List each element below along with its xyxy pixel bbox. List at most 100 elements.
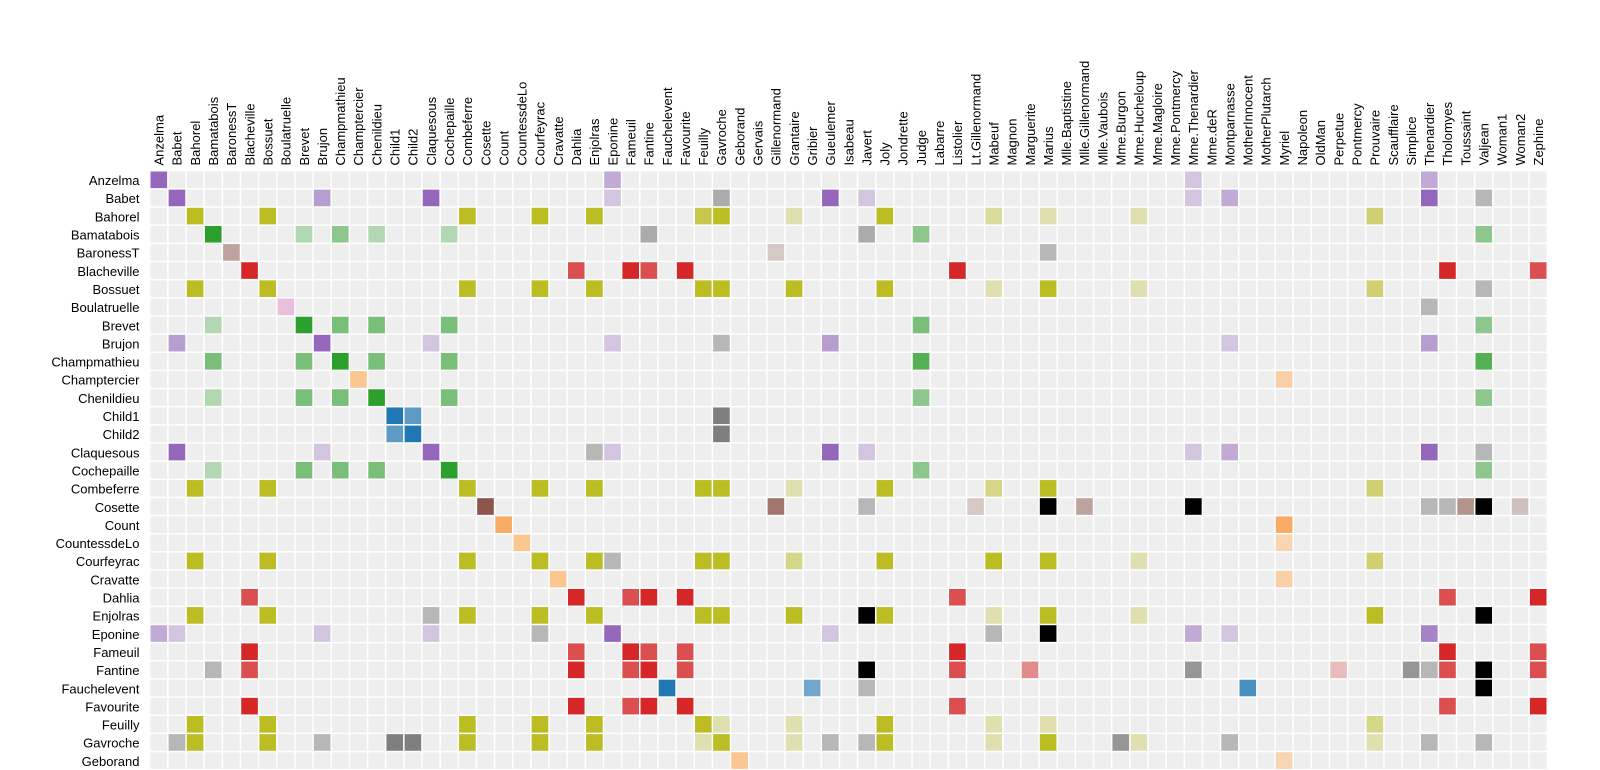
empty-cell xyxy=(949,280,966,297)
empty-cell xyxy=(1076,334,1093,352)
empty-cell xyxy=(1076,534,1093,552)
matrix-cell xyxy=(1366,552,1384,570)
empty-cell xyxy=(1039,353,1057,370)
empty-cell xyxy=(204,207,222,225)
empty-cell xyxy=(386,552,404,570)
empty-cell xyxy=(912,552,930,570)
column-label: Count xyxy=(496,130,511,165)
empty-cell xyxy=(731,643,748,660)
empty-cell xyxy=(731,516,748,533)
empty-cell xyxy=(1203,534,1220,552)
empty-cell xyxy=(676,570,694,588)
empty-cell xyxy=(459,752,476,769)
empty-cell xyxy=(495,498,512,515)
empty-cell xyxy=(1312,752,1329,769)
empty-cell xyxy=(531,334,549,352)
empty-cell xyxy=(1003,225,1021,243)
empty-cell xyxy=(967,461,984,479)
column-label: Geborand xyxy=(732,108,747,166)
empty-cell xyxy=(1511,225,1529,243)
empty-cell xyxy=(1275,552,1293,570)
matrix-cell xyxy=(695,607,712,624)
empty-cell xyxy=(876,171,894,189)
empty-cell xyxy=(1402,280,1420,297)
empty-cell xyxy=(876,534,894,552)
empty-cell xyxy=(350,225,367,243)
empty-cell xyxy=(368,516,385,533)
empty-cell xyxy=(713,171,730,189)
empty-cell xyxy=(495,207,512,225)
empty-cell xyxy=(1094,316,1111,334)
empty-cell xyxy=(1402,498,1420,515)
empty-cell xyxy=(1257,389,1275,406)
empty-cell xyxy=(168,607,186,624)
empty-cell xyxy=(1511,425,1529,443)
empty-cell xyxy=(1003,661,1021,679)
empty-cell xyxy=(1203,516,1220,533)
matrix-cell xyxy=(949,643,966,660)
empty-cell xyxy=(549,334,567,352)
matrix-cell xyxy=(386,734,404,751)
empty-cell xyxy=(350,516,367,533)
matrix-cell xyxy=(713,207,730,225)
matrix-cell xyxy=(259,280,276,297)
row-label: Cochepaille xyxy=(72,464,140,479)
empty-cell xyxy=(912,262,930,279)
empty-cell xyxy=(713,461,730,479)
column-label: Fameuil xyxy=(624,119,639,165)
empty-cell xyxy=(477,189,494,207)
empty-cell xyxy=(1384,752,1402,769)
empty-cell xyxy=(350,752,367,769)
column-label: BaronessT xyxy=(224,103,239,166)
empty-cell xyxy=(749,461,767,479)
empty-cell xyxy=(477,480,494,497)
empty-cell xyxy=(930,171,948,189)
empty-cell xyxy=(840,552,857,570)
empty-cell xyxy=(658,171,676,189)
empty-cell xyxy=(1166,679,1184,697)
empty-cell xyxy=(204,425,222,443)
matrix-cell xyxy=(985,734,1002,751)
empty-cell xyxy=(803,225,821,243)
empty-cell xyxy=(150,643,168,660)
empty-cell xyxy=(713,353,730,370)
empty-cell xyxy=(731,443,748,461)
empty-cell xyxy=(1384,353,1402,370)
empty-cell xyxy=(1130,697,1148,715)
empty-cell xyxy=(767,225,785,243)
empty-cell xyxy=(1185,244,1202,261)
empty-cell xyxy=(731,498,748,515)
empty-cell xyxy=(513,443,531,461)
empty-cell xyxy=(277,697,295,715)
empty-cell xyxy=(912,679,930,697)
empty-cell xyxy=(332,643,349,660)
empty-cell xyxy=(676,353,694,370)
empty-cell xyxy=(277,371,295,388)
empty-cell xyxy=(1112,407,1130,425)
empty-cell xyxy=(1257,353,1275,370)
empty-cell xyxy=(1275,425,1293,443)
empty-cell xyxy=(1003,643,1021,660)
empty-cell xyxy=(204,516,222,533)
empty-cell xyxy=(930,461,948,479)
empty-cell xyxy=(567,498,585,515)
row-label: Champtercier xyxy=(61,373,140,388)
matrix-cell xyxy=(531,625,549,642)
empty-cell xyxy=(1021,334,1039,352)
empty-cell xyxy=(513,516,531,533)
empty-cell xyxy=(404,262,422,279)
matrix-cell xyxy=(1529,643,1547,660)
matrix-cell xyxy=(1221,189,1238,207)
empty-cell xyxy=(749,207,767,225)
empty-cell xyxy=(1094,570,1111,588)
empty-cell xyxy=(1185,461,1202,479)
empty-cell xyxy=(658,697,676,715)
matrix-cell xyxy=(1475,498,1493,515)
empty-cell xyxy=(459,298,476,316)
empty-cell xyxy=(803,498,821,515)
empty-cell xyxy=(1076,752,1093,769)
column-label: Grantaire xyxy=(787,111,802,165)
matrix-cell xyxy=(949,697,966,715)
empty-cell xyxy=(477,389,494,406)
empty-cell xyxy=(1293,534,1311,552)
